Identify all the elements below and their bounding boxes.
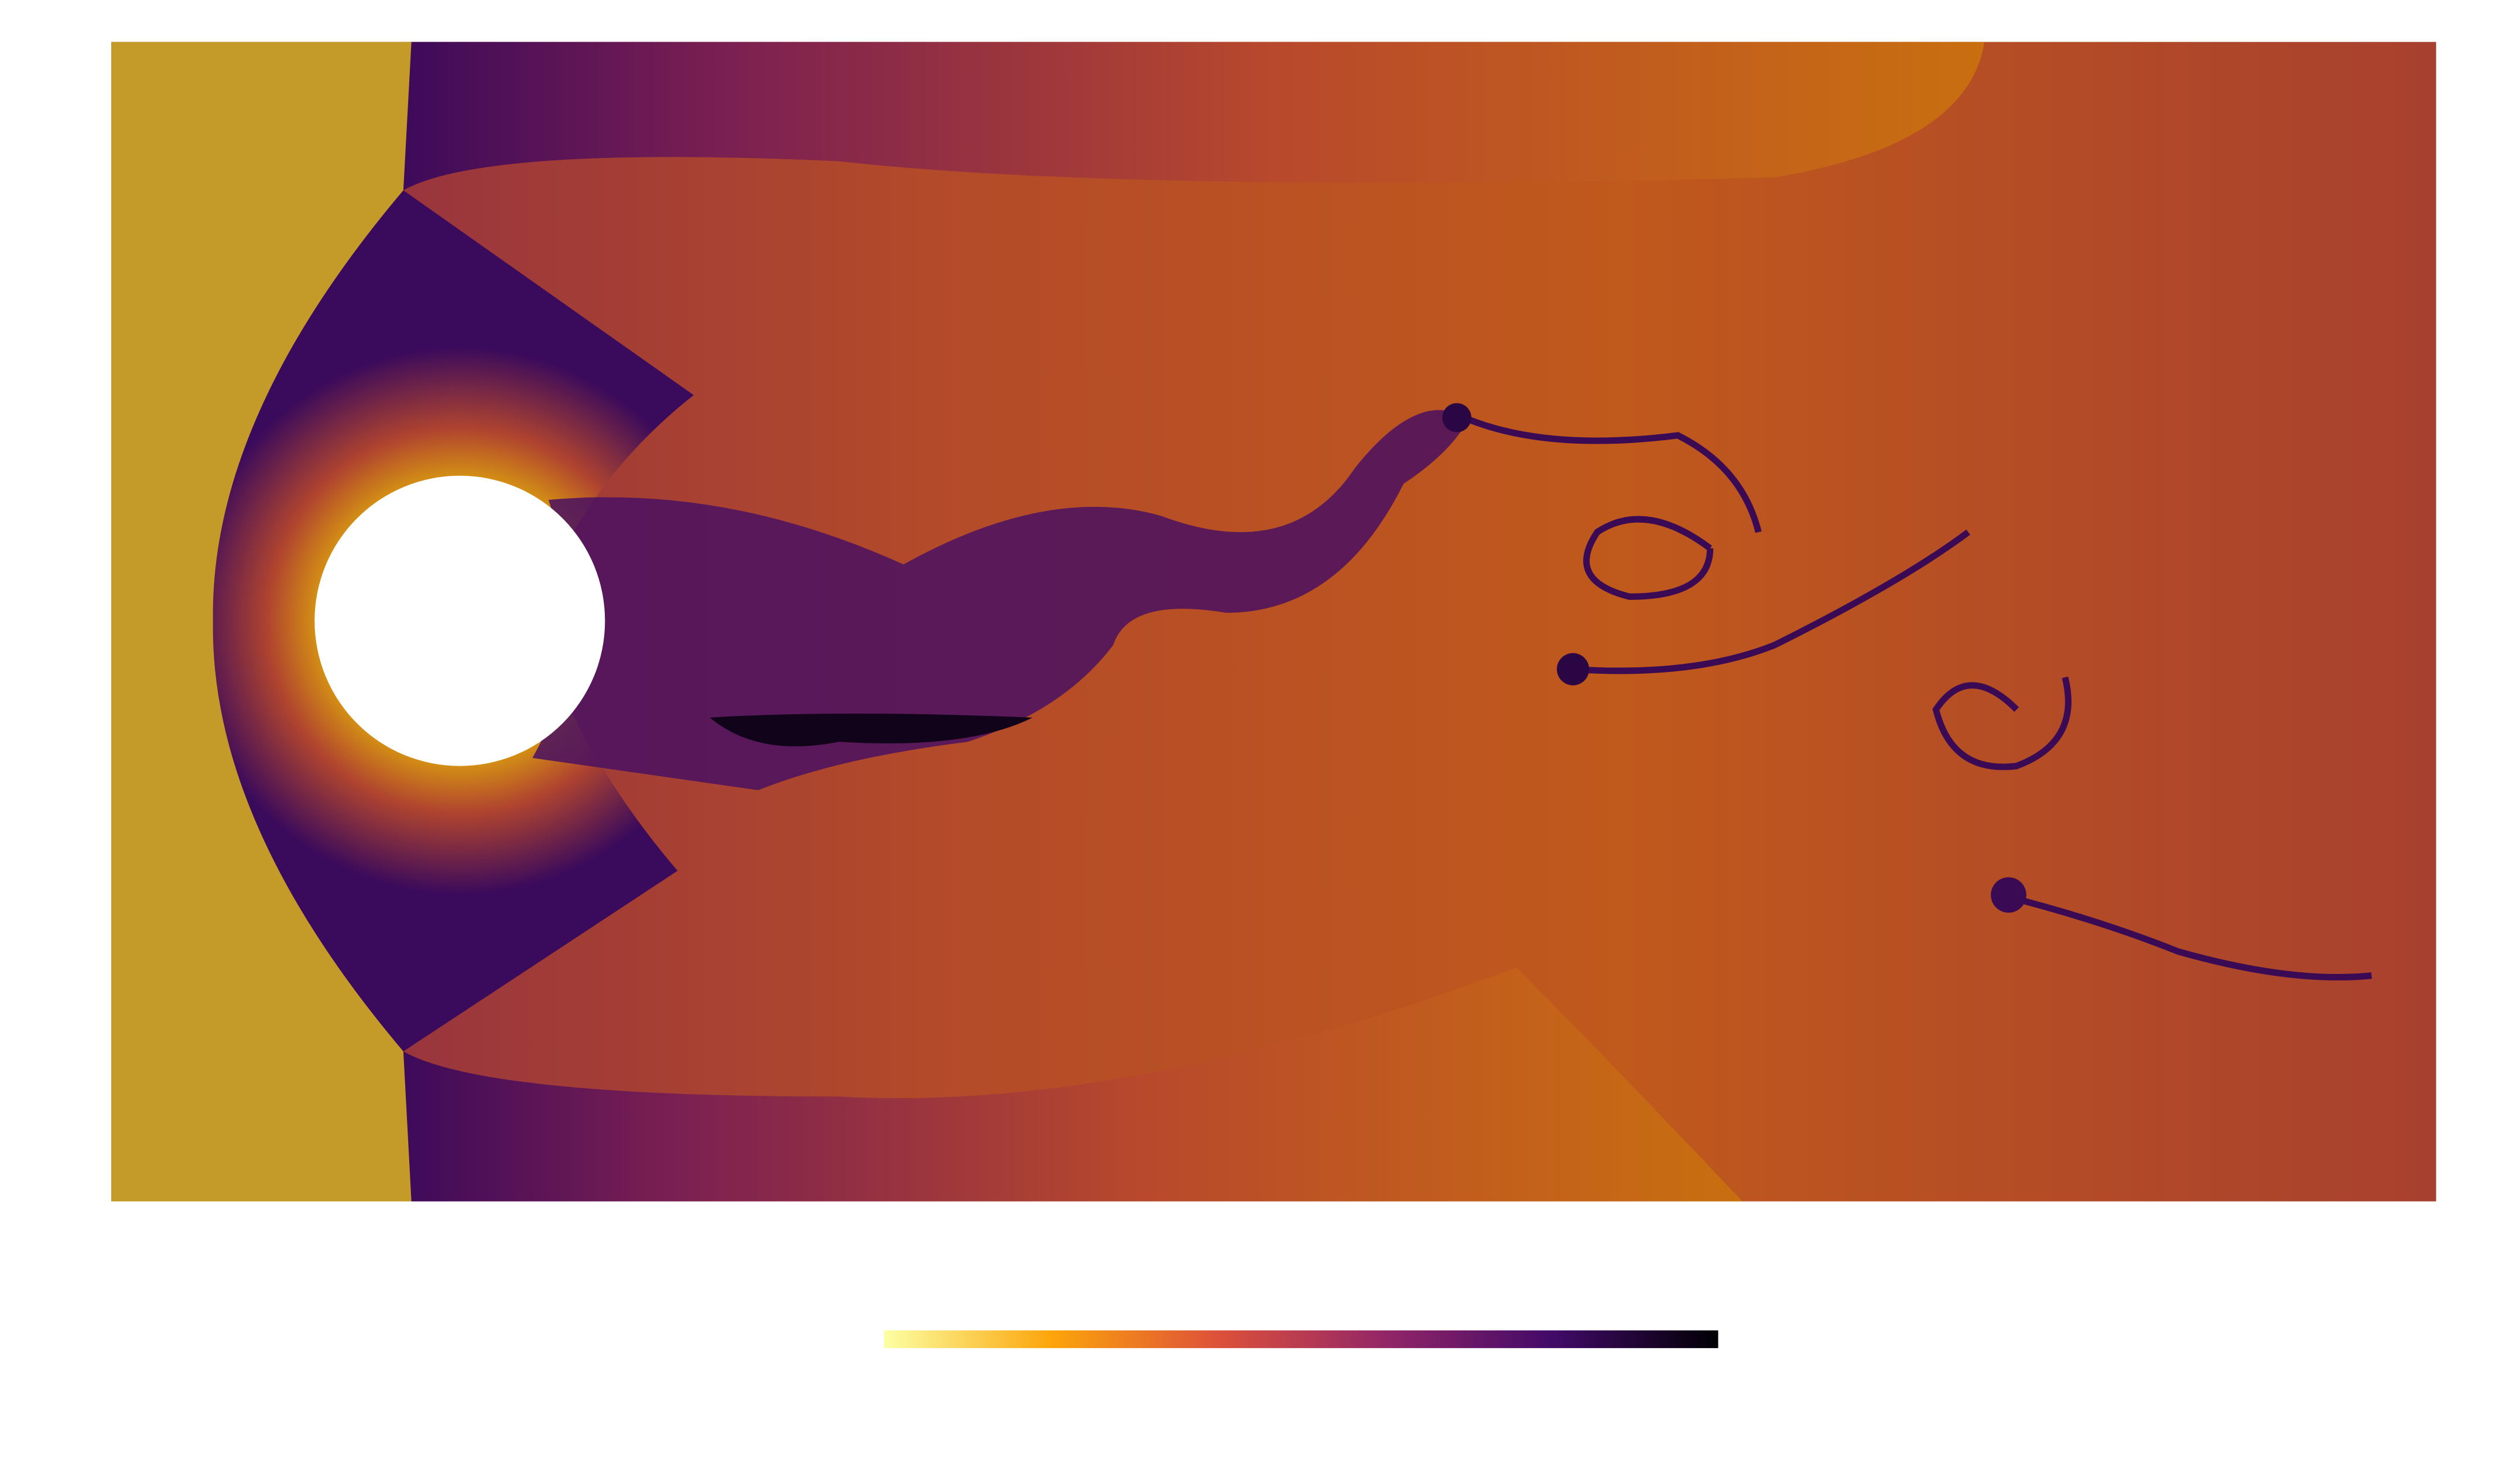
colorbar <box>884 1330 1718 1349</box>
vortex-core <box>1991 877 2026 913</box>
lower-band <box>403 967 1742 1202</box>
vortex-core <box>1557 653 1590 685</box>
upper-band <box>403 42 1985 191</box>
vortex-core <box>1442 403 1471 433</box>
cylinder <box>314 475 605 766</box>
freestream <box>111 42 412 1202</box>
wake-core <box>710 714 1033 747</box>
wake <box>532 410 1468 790</box>
vortices <box>1467 416 2372 981</box>
plot-area <box>111 42 2436 1202</box>
